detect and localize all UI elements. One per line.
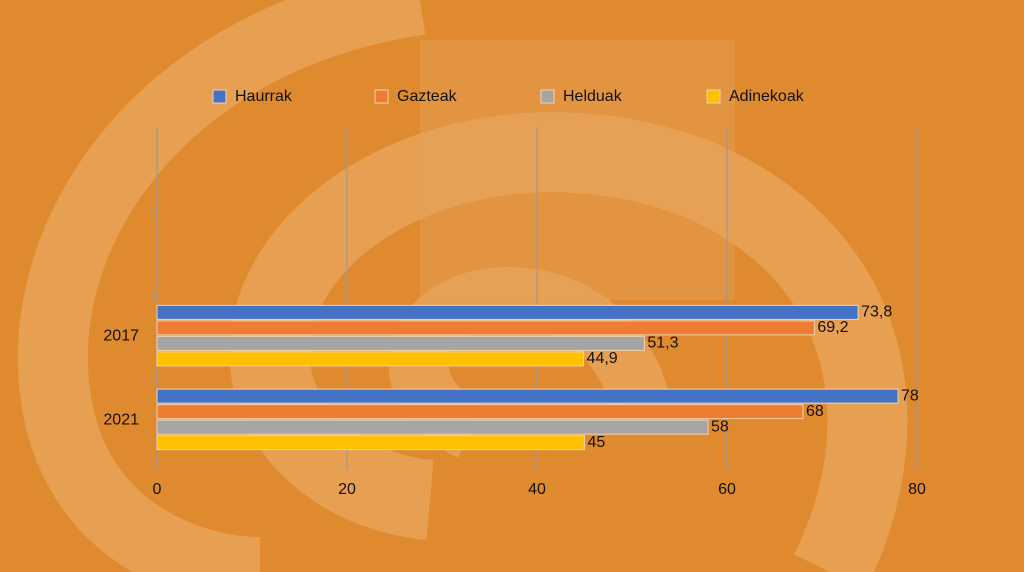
x-tick-label: 60 — [718, 481, 736, 498]
legend-swatch — [212, 89, 227, 104]
value-label: 58 — [711, 418, 729, 435]
legend-label: Adinekoak — [729, 88, 805, 105]
value-label: 51,3 — [647, 335, 678, 352]
bar — [156, 388, 899, 404]
x-tick-label: 0 — [153, 481, 162, 498]
x-tick-label: 20 — [338, 481, 356, 498]
bar — [156, 351, 585, 367]
bar — [156, 435, 585, 451]
bar — [156, 419, 709, 435]
bar — [156, 404, 804, 420]
x-tick-label: 80 — [908, 481, 926, 498]
value-label: 45 — [588, 434, 606, 451]
legend-swatch — [540, 89, 555, 104]
value-label: 78 — [901, 387, 919, 404]
legend-label: Helduak — [563, 88, 623, 105]
legend-swatch — [374, 89, 389, 104]
bar — [156, 304, 859, 320]
legend-label: Haurrak — [235, 88, 293, 105]
legend-label: Gazteak — [397, 88, 458, 105]
value-label: 73,8 — [861, 304, 892, 321]
x-tick-label: 40 — [528, 481, 546, 498]
y-tick-label: 2017 — [103, 328, 139, 345]
background-swirl — [17, 0, 908, 572]
value-label: 44,9 — [587, 350, 618, 367]
value-label: 69,2 — [817, 319, 848, 336]
bar — [156, 335, 645, 351]
bar — [156, 320, 815, 336]
legend-swatch — [706, 89, 721, 104]
value-label: 68 — [806, 403, 824, 420]
y-tick-label: 2021 — [103, 411, 139, 428]
